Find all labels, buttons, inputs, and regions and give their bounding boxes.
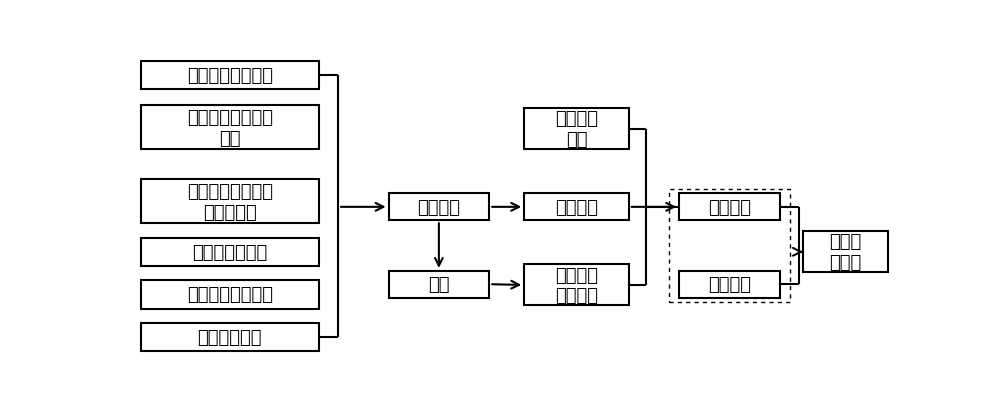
Bar [524, 265, 629, 306]
Text: 完整网络
拓扑关系: 完整网络 拓扑关系 [555, 266, 598, 305]
Text: 配电线路在线监测
系统: 配电线路在线监测 系统 [187, 108, 273, 147]
Bar [140, 62, 319, 90]
Bar [140, 180, 319, 224]
Bar [524, 109, 629, 150]
Bar [140, 238, 319, 266]
Text: 故障研判
算法: 故障研判 算法 [555, 110, 598, 149]
Text: 失电信息: 失电信息 [555, 198, 598, 216]
Text: 用电信息采集系统: 用电信息采集系统 [187, 67, 273, 85]
Text: 剩余电流动作保护
器监测系统: 剩余电流动作保护 器监测系统 [187, 182, 273, 221]
Bar [140, 323, 319, 351]
Bar [524, 194, 629, 221]
Bar [679, 194, 780, 221]
Text: 配电网自动化系统: 配电网自动化系统 [187, 286, 273, 304]
Bar [388, 194, 489, 221]
Text: 生产管理系统: 生产管理系统 [197, 328, 262, 346]
Text: 用电信息: 用电信息 [417, 198, 460, 216]
Bar [803, 232, 888, 273]
Bar [679, 271, 780, 298]
Bar [140, 106, 319, 150]
Text: 调度自动化系统: 调度自动化系统 [192, 243, 267, 261]
Text: 营配贯通: 营配贯通 [708, 276, 751, 294]
Bar [140, 281, 319, 309]
Bar [388, 271, 489, 298]
Text: 修正: 修正 [428, 276, 450, 294]
Bar [669, 190, 790, 302]
Text: 研判结果: 研判结果 [708, 198, 751, 216]
Text: 故障精
准定位: 故障精 准定位 [830, 233, 862, 272]
